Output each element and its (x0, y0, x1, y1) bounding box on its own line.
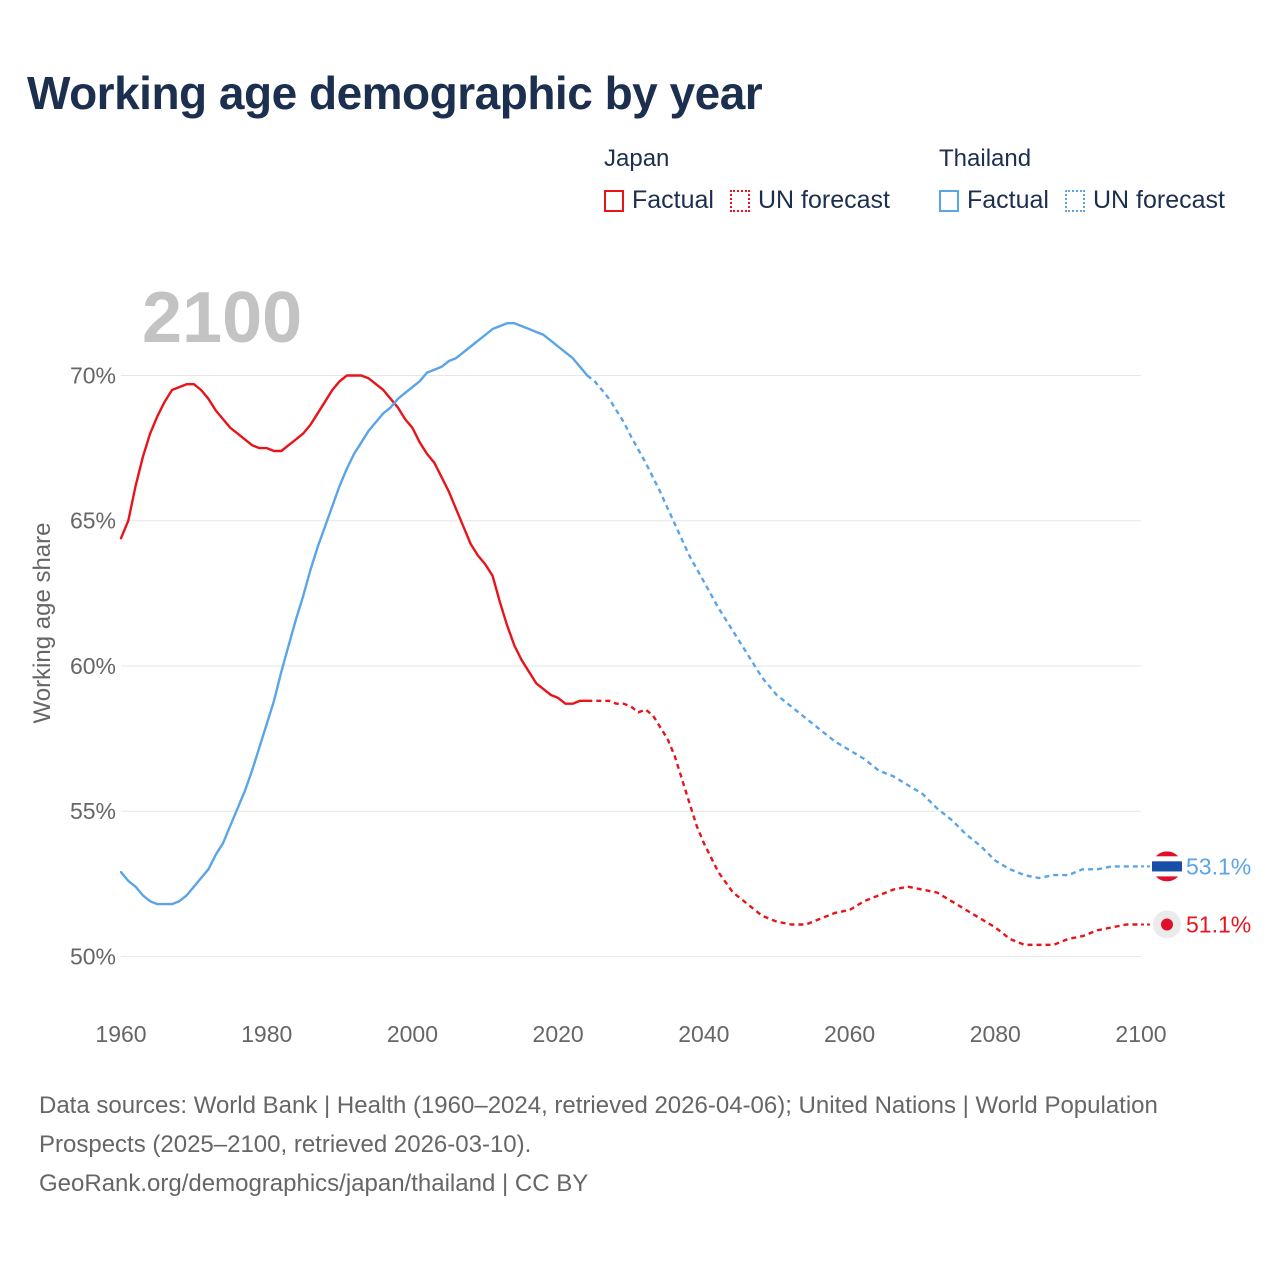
x-tick-label: 1980 (241, 1021, 292, 1047)
japan-factual-line[interactable] (119, 374, 589, 705)
legend-swatch-dotted-red (729, 189, 750, 212)
legend-swatch-dotted-blue (1064, 189, 1085, 212)
flag-stripe (1152, 856, 1182, 862)
x-tick-label: 1960 (95, 1021, 146, 1047)
legend-japan-title: Japan (604, 145, 670, 172)
japan-flag-disc (1161, 918, 1173, 931)
legend-japan: Japan Factual UN forecast (604, 144, 890, 215)
japan-end-value: 51.1% (1186, 911, 1251, 937)
y-tick-label: 55% (70, 798, 116, 824)
legend-thailand-factual-label: Factual (967, 186, 1049, 214)
x-tick-label: 2000 (387, 1021, 438, 1047)
y-tick-label: 50% (70, 943, 116, 969)
legend-thailand-title: Thailand (939, 145, 1032, 172)
flag-stripe (1152, 851, 1182, 857)
y-tick-label: 70% (70, 363, 116, 389)
legend-thailand: Thailand Factual UN forecast (939, 144, 1225, 215)
data-sources: Data sources: World Bank | Health (1960–… (39, 1092, 1158, 1158)
legend-japan-factual[interactable]: Factual (604, 186, 714, 215)
x-tick-label: 2080 (970, 1021, 1021, 1047)
x-tick-label: 2100 (1115, 1021, 1166, 1047)
x-tick-label: 2040 (678, 1021, 729, 1047)
flag-stripe (1152, 871, 1182, 877)
legend-thailand-factual[interactable]: Factual (939, 186, 1049, 215)
legend-japan-forecast-label: UN forecast (757, 186, 890, 214)
chart-title: Working age demographic by year (27, 67, 763, 119)
x-tick-label: 2060 (824, 1021, 875, 1047)
flag-stripe (1152, 861, 1182, 872)
japan-forecast-line[interactable] (587, 699, 1141, 946)
year-label: 2100 (142, 278, 302, 358)
thailand-forecast-line[interactable] (586, 374, 1141, 880)
source-link[interactable]: GeoRank.org/demographics/japan/thailand … (39, 1170, 589, 1197)
thailand-factual-line[interactable] (119, 322, 589, 906)
x-tick-label: 2020 (533, 1021, 584, 1047)
thailand-flag-icon (1152, 851, 1182, 882)
footer: Data sources: World Bank | Health (1960–… (39, 1086, 1219, 1203)
legend-swatch-solid-red (604, 189, 624, 212)
legend-thailand-forecast[interactable]: UN forecast (1064, 186, 1225, 215)
y-tick-label: 60% (70, 653, 116, 679)
y-axis-label: Working age share (29, 523, 56, 724)
thailand-end-value: 53.1% (1186, 853, 1251, 879)
legend-swatch-solid-blue (939, 189, 959, 212)
y-tick-label: 65% (70, 508, 116, 534)
legend-thailand-forecast-label: UN forecast (1092, 186, 1225, 214)
legend-japan-forecast[interactable]: UN forecast (729, 186, 890, 215)
legend-japan-factual-label: Factual (632, 186, 714, 214)
flag-stripe (1152, 876, 1182, 882)
